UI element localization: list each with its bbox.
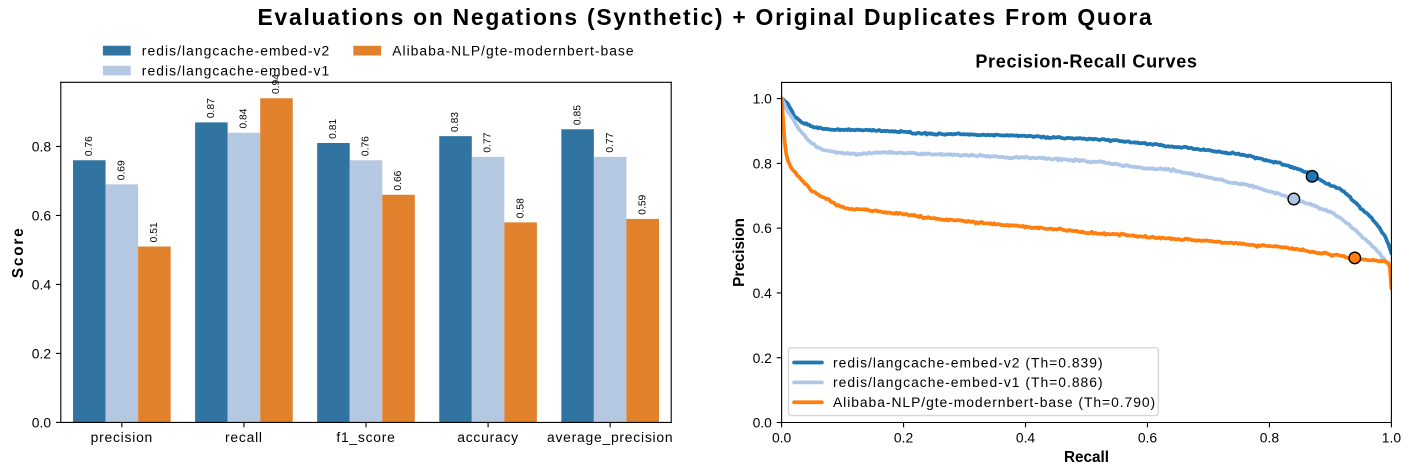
svg-text:0.59: 0.59	[637, 194, 648, 214]
svg-text:accuracy: accuracy	[457, 429, 519, 445]
svg-text:0.4: 0.4	[1016, 429, 1036, 445]
svg-text:Recall: Recall	[1064, 449, 1109, 466]
svg-text:0.76: 0.76	[84, 136, 95, 156]
svg-text:0.4: 0.4	[32, 276, 52, 292]
svg-text:0.77: 0.77	[483, 132, 494, 152]
svg-text:0.2: 0.2	[753, 350, 773, 366]
svg-text:0.8: 0.8	[32, 139, 52, 155]
svg-text:1.0: 1.0	[1382, 429, 1402, 445]
svg-text:0.6: 0.6	[753, 220, 773, 236]
svg-text:Precision: Precision	[731, 218, 748, 287]
svg-text:0.76: 0.76	[361, 136, 372, 156]
svg-text:average_precision: average_precision	[547, 429, 673, 445]
svg-text:recall: recall	[225, 429, 263, 445]
svg-text:0.87: 0.87	[206, 98, 217, 118]
svg-text:0.4: 0.4	[753, 285, 773, 301]
svg-text:Alibaba-NLP/gte-modernbert-bas: Alibaba-NLP/gte-modernbert-base	[392, 43, 634, 59]
svg-text:0.6: 0.6	[32, 207, 52, 223]
svg-text:0.0: 0.0	[753, 415, 773, 431]
svg-text:0.2: 0.2	[894, 429, 914, 445]
svg-text:0.51: 0.51	[149, 222, 160, 242]
svg-text:Score: Score	[10, 227, 27, 278]
svg-text:redis/langcache-embed-v1: redis/langcache-embed-v1	[142, 62, 331, 78]
svg-text:Precision-Recall Curves: Precision-Recall Curves	[975, 52, 1197, 72]
svg-text:0.84: 0.84	[239, 108, 250, 128]
svg-text:0.0: 0.0	[772, 429, 792, 445]
svg-text:0.69: 0.69	[116, 160, 127, 180]
svg-text:redis/langcache-embed-v2 (Th=0: redis/langcache-embed-v2 (Th=0.839)	[833, 354, 1104, 370]
svg-text:f1_score: f1_score	[336, 429, 395, 445]
svg-text:0.8: 0.8	[753, 155, 773, 171]
svg-text:0.85: 0.85	[572, 105, 583, 125]
svg-text:precision: precision	[91, 429, 153, 445]
svg-text:0.6: 0.6	[1138, 429, 1158, 445]
svg-text:1.0: 1.0	[753, 91, 773, 107]
svg-text:0.58: 0.58	[515, 198, 526, 218]
svg-text:0.66: 0.66	[393, 170, 404, 190]
svg-text:redis/langcache-embed-v2: redis/langcache-embed-v2	[142, 43, 331, 59]
svg-text:0.94: 0.94	[271, 74, 282, 94]
svg-text:0.77: 0.77	[605, 132, 616, 152]
svg-text:0.0: 0.0	[32, 414, 52, 430]
svg-text:Evaluations on Negations (Synt: Evaluations on Negations (Synthetic) + O…	[258, 4, 1154, 30]
svg-text:0.81: 0.81	[328, 119, 339, 139]
svg-text:0.8: 0.8	[1260, 429, 1280, 445]
svg-text:0.2: 0.2	[32, 345, 52, 361]
svg-text:Alibaba-NLP/gte-modernbert-bas: Alibaba-NLP/gte-modernbert-base (Th=0.79…	[833, 394, 1156, 410]
svg-text:redis/langcache-embed-v1 (Th=0: redis/langcache-embed-v1 (Th=0.886)	[833, 374, 1104, 390]
svg-text:0.83: 0.83	[450, 112, 461, 132]
